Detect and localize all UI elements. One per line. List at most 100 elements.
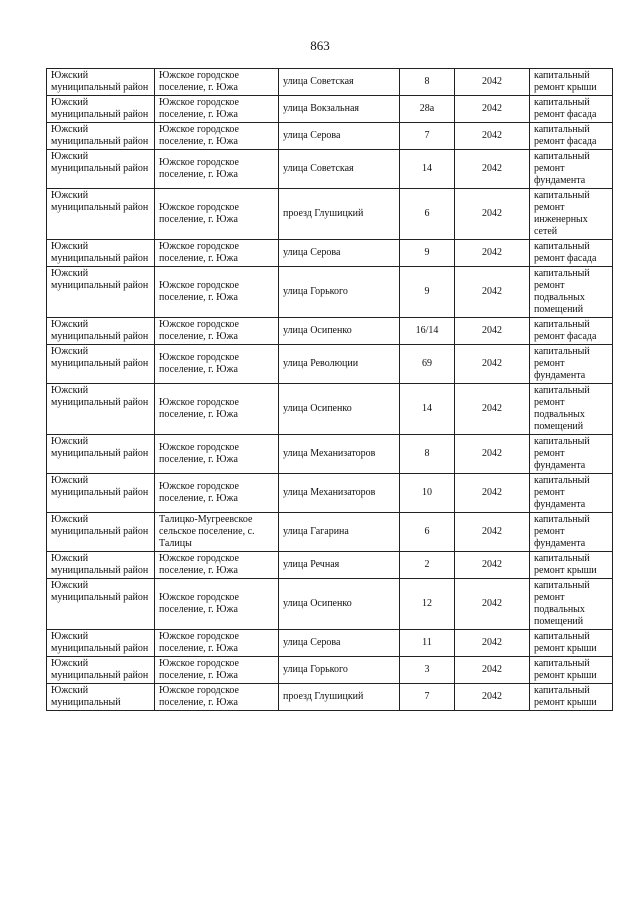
street-cell: улица Советская xyxy=(278,149,400,189)
settlement-cell: Южское городское поселение, г. Южа xyxy=(154,383,279,435)
house-number-cell: 11 xyxy=(399,629,455,657)
work-type-cell: капитальный ремонт крыши xyxy=(529,68,613,96)
district-cell: Южский муниципальный район xyxy=(46,629,155,657)
year-cell: 2042 xyxy=(454,383,530,435)
settlement-cell: Южское городское поселение, г. Южа xyxy=(154,434,279,474)
district-cell: Южский муниципальный район xyxy=(46,434,155,474)
street-cell: проезд Глушицкий xyxy=(278,683,400,711)
settlement-cell: Южское городское поселение, г. Южа xyxy=(154,656,279,684)
table-row: Южский муниципальный район Южское городск… xyxy=(46,95,613,123)
year-cell: 2042 xyxy=(454,434,530,474)
year-cell: 2042 xyxy=(454,122,530,150)
year-cell: 2042 xyxy=(454,149,530,189)
table-row: Южский муниципальный район Южское городск… xyxy=(46,68,613,96)
work-type-cell: капитальный ремонт подвальных помещений xyxy=(529,266,613,318)
table-row: Южский муниципальный Южское городское пос… xyxy=(46,683,613,711)
street-cell: улица Советская xyxy=(278,68,400,96)
district-cell: Южский муниципальный район xyxy=(46,512,155,552)
work-type-cell: капитальный ремонт фундамента xyxy=(529,434,613,474)
house-number-cell: 14 xyxy=(399,383,455,435)
repair-schedule-table: Южский муниципальный район Южское городск… xyxy=(46,68,613,711)
table-row: Южский муниципальный район Южское городск… xyxy=(46,149,613,189)
work-type-cell: капитальный ремонт фасада xyxy=(529,317,613,345)
settlement-cell: Южское городское поселение, г. Южа xyxy=(154,629,279,657)
house-number-cell: 14 xyxy=(399,149,455,189)
work-type-cell: капитальный ремонт крыши xyxy=(529,629,613,657)
district-cell: Южский муниципальный район xyxy=(46,122,155,150)
work-type-cell: капитальный ремонт крыши xyxy=(529,683,613,711)
work-type-cell: капитальный ремонт фасада xyxy=(529,122,613,150)
settlement-cell: Южское городское поселение, г. Южа xyxy=(154,683,279,711)
year-cell: 2042 xyxy=(454,683,530,711)
house-number-cell: 7 xyxy=(399,122,455,150)
house-number-cell: 69 xyxy=(399,344,455,384)
house-number-cell: 7 xyxy=(399,683,455,711)
house-number-cell: 3 xyxy=(399,656,455,684)
work-type-cell: капитальный ремонт фасада xyxy=(529,95,613,123)
house-number-cell: 8 xyxy=(399,434,455,474)
house-number-cell: 28а xyxy=(399,95,455,123)
settlement-cell: Южское городское поселение, г. Южа xyxy=(154,266,279,318)
settlement-cell: Южское городское поселение, г. Южа xyxy=(154,344,279,384)
settlement-cell: Южское городское поселение, г. Южа xyxy=(154,239,279,267)
street-cell: улица Механизаторов xyxy=(278,434,400,474)
settlement-cell: Южское городское поселение, г. Южа xyxy=(154,68,279,96)
table-row: Южский муниципальный район Южское городск… xyxy=(46,122,613,150)
year-cell: 2042 xyxy=(454,95,530,123)
house-number-cell: 9 xyxy=(399,239,455,267)
work-type-cell: капитальный ремонт подвальных помещений xyxy=(529,383,613,435)
table-row: Южский муниципальный район Южское городск… xyxy=(46,434,613,474)
year-cell: 2042 xyxy=(454,239,530,267)
street-cell: улица Гагарина xyxy=(278,512,400,552)
settlement-cell: Южское городское поселение, г. Южа xyxy=(154,188,279,240)
settlement-cell: Южское городское поселение, г. Южа xyxy=(154,473,279,513)
settlement-cell: Южское городское поселение, г. Южа xyxy=(154,578,279,630)
year-cell: 2042 xyxy=(454,266,530,318)
year-cell: 2042 xyxy=(454,344,530,384)
year-cell: 2042 xyxy=(454,629,530,657)
work-type-cell: капитальный ремонт фасада xyxy=(529,239,613,267)
year-cell: 2042 xyxy=(454,578,530,630)
table-row: Южский муниципальный район Южское городск… xyxy=(46,629,613,657)
district-cell: Южский муниципальный xyxy=(46,683,155,711)
house-number-cell: 12 xyxy=(399,578,455,630)
table-row: Южский муниципальный район Южское городск… xyxy=(46,344,613,384)
district-cell: Южский муниципальный район xyxy=(46,578,155,630)
district-cell: Южский муниципальный район xyxy=(46,95,155,123)
street-cell: улица Серова xyxy=(278,239,400,267)
street-cell: проезд Глушицкий xyxy=(278,188,400,240)
house-number-cell: 6 xyxy=(399,512,455,552)
district-cell: Южский муниципальный район xyxy=(46,317,155,345)
table-row: Южский муниципальный район Южское городск… xyxy=(46,188,613,240)
table-row: Южский муниципальный район Южское городск… xyxy=(46,656,613,684)
settlement-cell: Южское городское поселение, г. Южа xyxy=(154,95,279,123)
street-cell: улица Вокзальная xyxy=(278,95,400,123)
district-cell: Южский муниципальный район xyxy=(46,239,155,267)
house-number-cell: 6 xyxy=(399,188,455,240)
district-cell: Южский муниципальный район xyxy=(46,383,155,435)
district-cell: Южский муниципальный район xyxy=(46,149,155,189)
year-cell: 2042 xyxy=(454,473,530,513)
district-cell: Южский муниципальный район xyxy=(46,473,155,513)
district-cell: Южский муниципальный район xyxy=(46,656,155,684)
work-type-cell: капитальный ремонт фундамента xyxy=(529,149,613,189)
settlement-cell: Южское городское поселение, г. Южа xyxy=(154,551,279,579)
year-cell: 2042 xyxy=(454,188,530,240)
year-cell: 2042 xyxy=(454,317,530,345)
street-cell: улица Осипенко xyxy=(278,578,400,630)
house-number-cell: 16/14 xyxy=(399,317,455,345)
page-number: 863 xyxy=(310,38,330,53)
district-cell: Южский муниципальный район xyxy=(46,551,155,579)
work-type-cell: капитальный ремонт фундамента xyxy=(529,473,613,513)
table-row: Южский муниципальный район Южское городск… xyxy=(46,317,613,345)
work-type-cell: капитальный ремонт подвальных помещений xyxy=(529,578,613,630)
work-type-cell: капитальный ремонт фундамента xyxy=(529,344,613,384)
year-cell: 2042 xyxy=(454,551,530,579)
house-number-cell: 8 xyxy=(399,68,455,96)
street-cell: улица Серова xyxy=(278,122,400,150)
table-row: Южский муниципальный район Южское городск… xyxy=(46,473,613,513)
street-cell: улица Механизаторов xyxy=(278,473,400,513)
year-cell: 2042 xyxy=(454,68,530,96)
table-row: Южский муниципальный район Южское городск… xyxy=(46,266,613,318)
